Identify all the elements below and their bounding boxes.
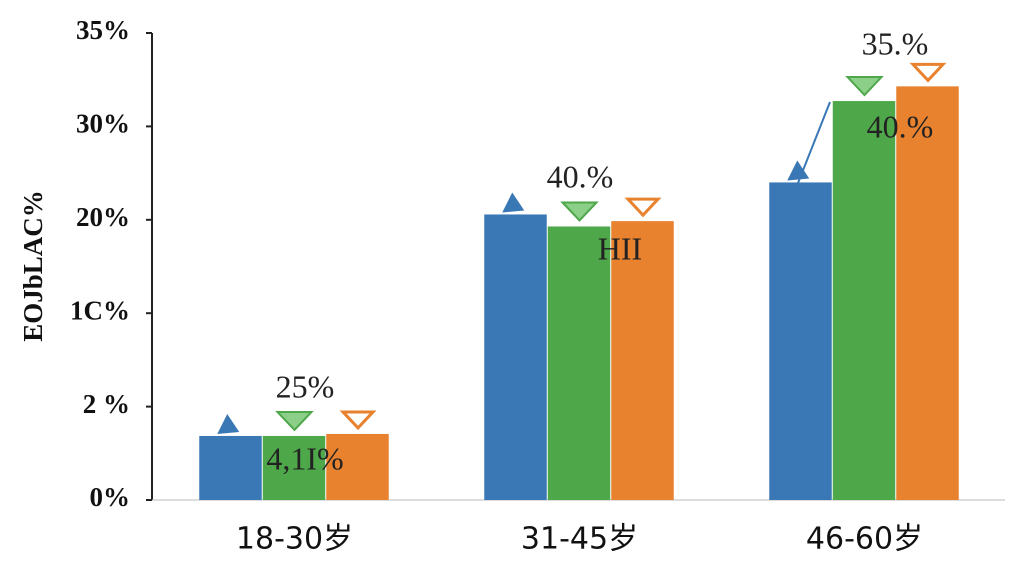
bar — [262, 435, 326, 500]
marker — [339, 410, 377, 431]
bar — [547, 226, 611, 500]
annotation: 4,1I% — [266, 440, 343, 476]
x-tick-label: 31-45岁 — [521, 522, 638, 557]
annotation: 40.% — [547, 158, 614, 194]
y-tick-label: 0% — [90, 482, 131, 512]
x-tick-label: 18-30岁 — [236, 522, 353, 557]
y-tick-label: 20% — [76, 202, 130, 232]
marker — [275, 410, 314, 432]
marker — [845, 76, 884, 97]
marker — [502, 192, 525, 213]
bar — [769, 182, 832, 500]
bar — [896, 86, 959, 500]
leader-line — [797, 101, 831, 184]
x-tick-label: 46-60岁 — [806, 522, 923, 557]
bar — [326, 433, 389, 500]
y-axis-label: EOJbLAC% — [18, 190, 48, 342]
annotation: HII — [598, 230, 642, 266]
y-tick-label: 1C% — [70, 295, 130, 325]
bar — [484, 214, 547, 500]
annotation: 25% — [276, 368, 335, 404]
y-tick-label: 30% — [76, 109, 130, 139]
y-tick-label: 2 % — [83, 389, 130, 419]
marker — [909, 62, 947, 83]
marker — [217, 413, 240, 434]
marker — [560, 201, 599, 222]
marker — [624, 197, 662, 218]
bar — [832, 101, 896, 500]
annotation: 40.% — [867, 108, 934, 144]
bar — [199, 435, 262, 500]
annotation: 35.% — [862, 25, 929, 61]
marker — [787, 160, 810, 181]
bar — [611, 221, 674, 501]
y-tick-label: 35% — [76, 15, 130, 45]
